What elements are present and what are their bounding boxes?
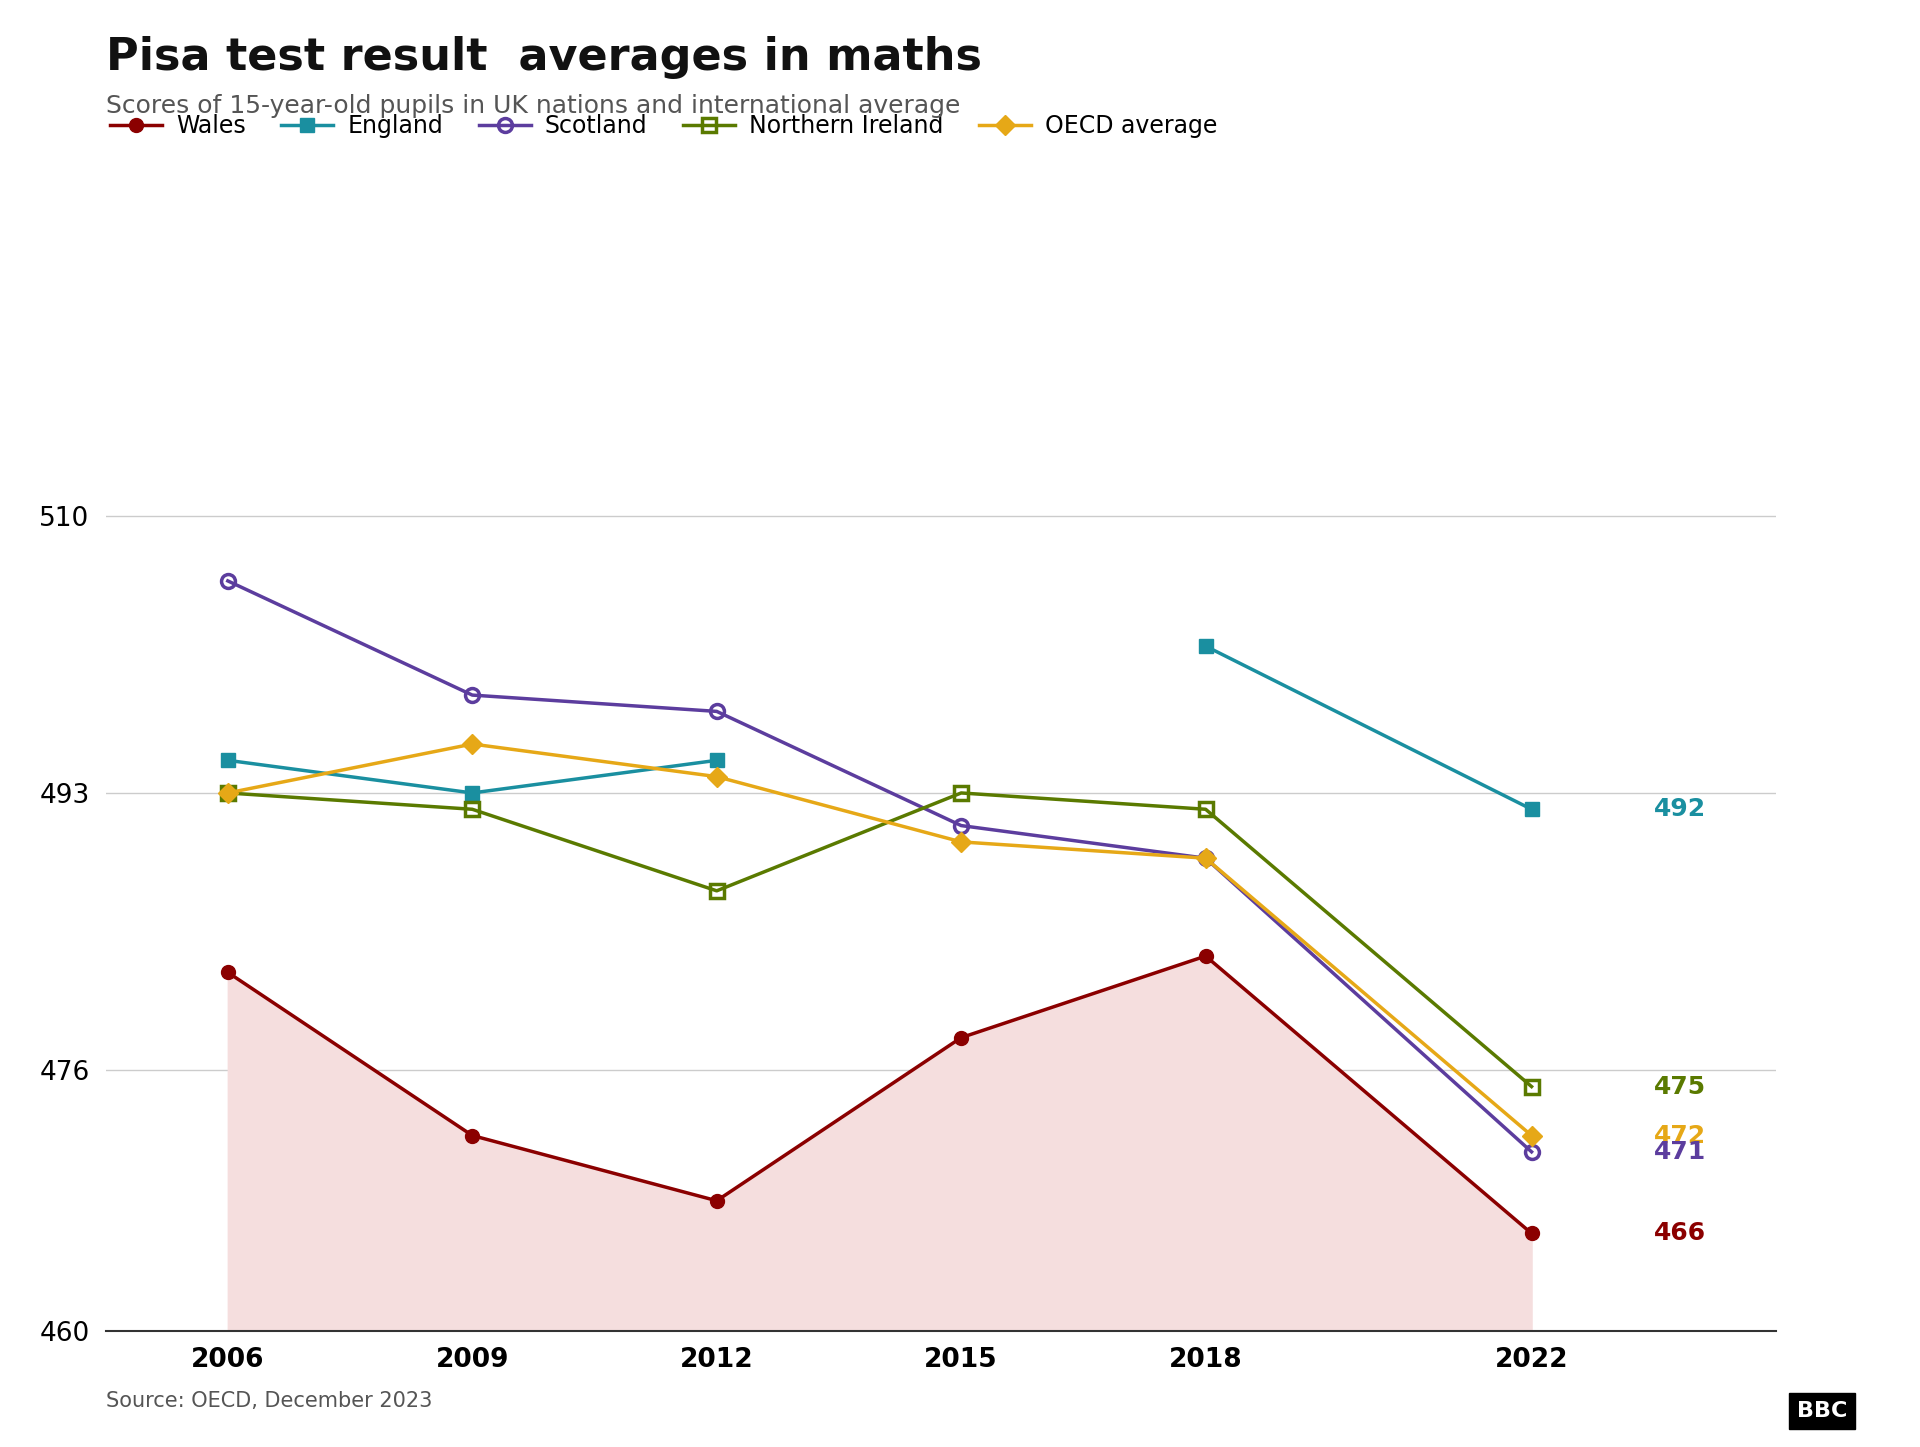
Text: 472: 472 xyxy=(1653,1123,1705,1147)
Text: 492: 492 xyxy=(1653,797,1705,822)
Text: 475: 475 xyxy=(1653,1075,1705,1098)
Text: 466: 466 xyxy=(1653,1221,1705,1246)
Text: Scores of 15-year-old pupils in UK nations and international average: Scores of 15-year-old pupils in UK natio… xyxy=(106,94,960,119)
Legend: Wales, England, Scotland, Northern Ireland, OECD average: Wales, England, Scotland, Northern Irela… xyxy=(100,106,1227,148)
Text: BBC: BBC xyxy=(1797,1401,1847,1421)
Text: Source: OECD, December 2023: Source: OECD, December 2023 xyxy=(106,1391,432,1411)
Text: 471: 471 xyxy=(1653,1140,1707,1163)
Text: Pisa test result  averages in maths: Pisa test result averages in maths xyxy=(106,36,981,80)
